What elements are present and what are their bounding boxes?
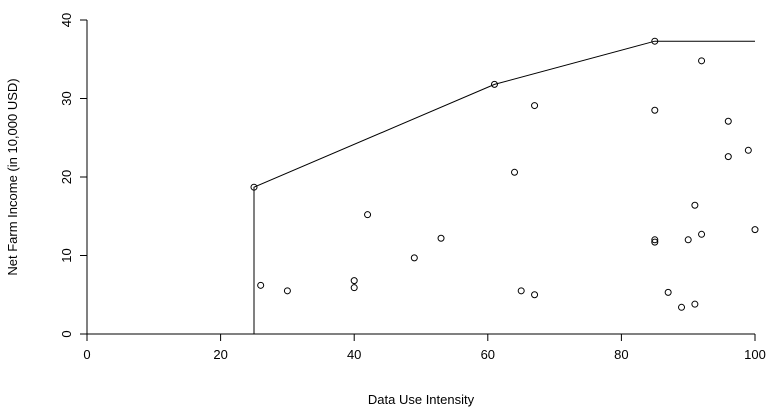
- y-tick-label: 40: [59, 13, 74, 27]
- data-point: [744, 146, 752, 154]
- data-point: [698, 57, 706, 65]
- data-point: [364, 211, 372, 219]
- data-point: [437, 234, 445, 242]
- y-tick-label: 10: [59, 248, 74, 262]
- frontier-line-group: [87, 40, 755, 335]
- data-point: [257, 281, 265, 289]
- data-point: [698, 230, 706, 238]
- data-point: [283, 287, 291, 295]
- data-point: [490, 80, 498, 88]
- data-point: [511, 168, 519, 176]
- y-axis-label: Net Farm Income (in 10,000 USD): [5, 78, 20, 275]
- data-point: [651, 37, 659, 45]
- y-tick-label: 30: [59, 91, 74, 105]
- data-point: [724, 153, 732, 161]
- x-axis-label: Data Use Intensity: [368, 392, 475, 407]
- y-tick-label: 0: [59, 330, 74, 337]
- data-point: [410, 254, 418, 262]
- axes: 0 20 40 60 80 100 0 10 20 30 40: [59, 13, 766, 362]
- x-tick-label: 100: [744, 347, 766, 362]
- data-point: [651, 236, 659, 244]
- x-tick-label: 20: [213, 347, 227, 362]
- data-point: [691, 300, 699, 308]
- data-point: [350, 277, 358, 285]
- data-point: [350, 284, 358, 292]
- x-tick-label: 0: [83, 347, 90, 362]
- data-point: [684, 236, 692, 244]
- data-points: [250, 37, 759, 311]
- data-point: [250, 183, 258, 191]
- x-tick-label: 40: [347, 347, 361, 362]
- data-point: [724, 117, 732, 125]
- data-point: [517, 287, 525, 295]
- data-point: [531, 291, 539, 299]
- frontier-line: [87, 40, 755, 335]
- data-point: [651, 238, 659, 246]
- data-point: [531, 102, 539, 110]
- y-tick-label: 20: [59, 170, 74, 184]
- data-point: [664, 288, 672, 296]
- data-point: [678, 303, 686, 311]
- data-point: [751, 226, 759, 234]
- data-point: [651, 106, 659, 114]
- x-tick-label: 80: [614, 347, 628, 362]
- x-tick-label: 60: [481, 347, 495, 362]
- data-point: [691, 201, 699, 209]
